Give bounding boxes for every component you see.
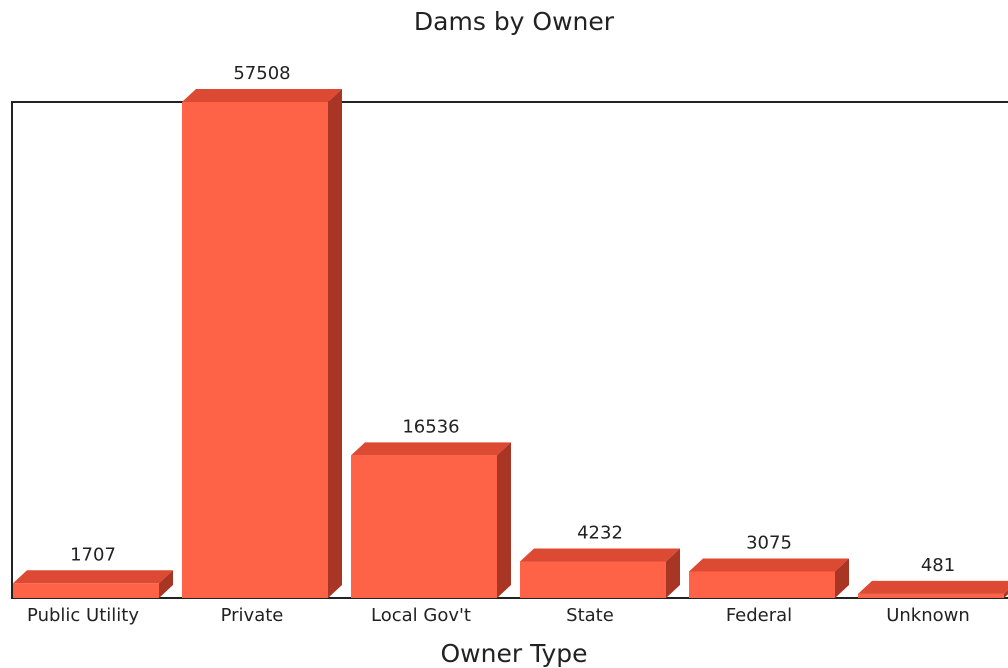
bar-side-unknown bbox=[1004, 590, 1008, 598]
bar-top-state bbox=[520, 548, 680, 562]
bar-side-state bbox=[666, 548, 680, 598]
bar-local-gov-t bbox=[351, 442, 511, 598]
bar-private bbox=[182, 89, 342, 598]
bar-front-local-gov-t bbox=[351, 455, 497, 598]
value-label-federal: 3075 bbox=[746, 532, 792, 553]
bar-side-federal bbox=[835, 558, 849, 598]
bar-front-private bbox=[182, 102, 328, 598]
bar-side-private bbox=[328, 89, 342, 598]
x-tick-label-unknown: Unknown bbox=[886, 605, 970, 626]
plot-frame bbox=[11, 101, 1008, 599]
value-labels-group: 1707 57508 16536 4232 3075 481 bbox=[70, 63, 955, 576]
bar-side-public-utility bbox=[159, 570, 173, 598]
bar-top-public-utility bbox=[13, 570, 173, 584]
x-tick-label-public-utility: Public Utility bbox=[27, 605, 139, 626]
bar-top-federal bbox=[689, 558, 849, 572]
x-tick-label-private: Private bbox=[221, 605, 284, 626]
value-label-local-gov-t: 16536 bbox=[402, 416, 459, 437]
x-axis-label: Owner Type bbox=[441, 639, 588, 668]
bars-group bbox=[13, 89, 1008, 598]
bar-top-local-gov-t bbox=[351, 442, 511, 456]
bar-front-state bbox=[520, 561, 666, 598]
bar-side-local-gov-t bbox=[497, 442, 511, 598]
value-label-unknown: 481 bbox=[921, 555, 955, 576]
bar-public-utility bbox=[13, 570, 173, 598]
bar-federal bbox=[689, 558, 849, 598]
bar-front-unknown bbox=[858, 593, 1004, 598]
x-tick-label-federal: Federal bbox=[726, 605, 792, 626]
chart-title: Dams by Owner bbox=[414, 7, 615, 36]
bar-state bbox=[520, 548, 680, 598]
bar-front-public-utility bbox=[13, 583, 159, 598]
value-label-public-utility: 1707 bbox=[70, 544, 116, 565]
bar-top-private bbox=[182, 89, 342, 102]
bar-unknown bbox=[858, 580, 1008, 598]
x-tick-labels-group: Public Utility Private Local Gov't State Fed… bbox=[27, 605, 970, 626]
bar-front-federal bbox=[689, 571, 835, 598]
value-label-private: 57508 bbox=[233, 63, 290, 84]
value-label-state: 4232 bbox=[577, 522, 623, 543]
x-tick-label-state: State bbox=[566, 605, 614, 626]
x-tick-label-local-gov-t: Local Gov't bbox=[371, 605, 471, 626]
bar-top-unknown bbox=[858, 580, 1008, 594]
